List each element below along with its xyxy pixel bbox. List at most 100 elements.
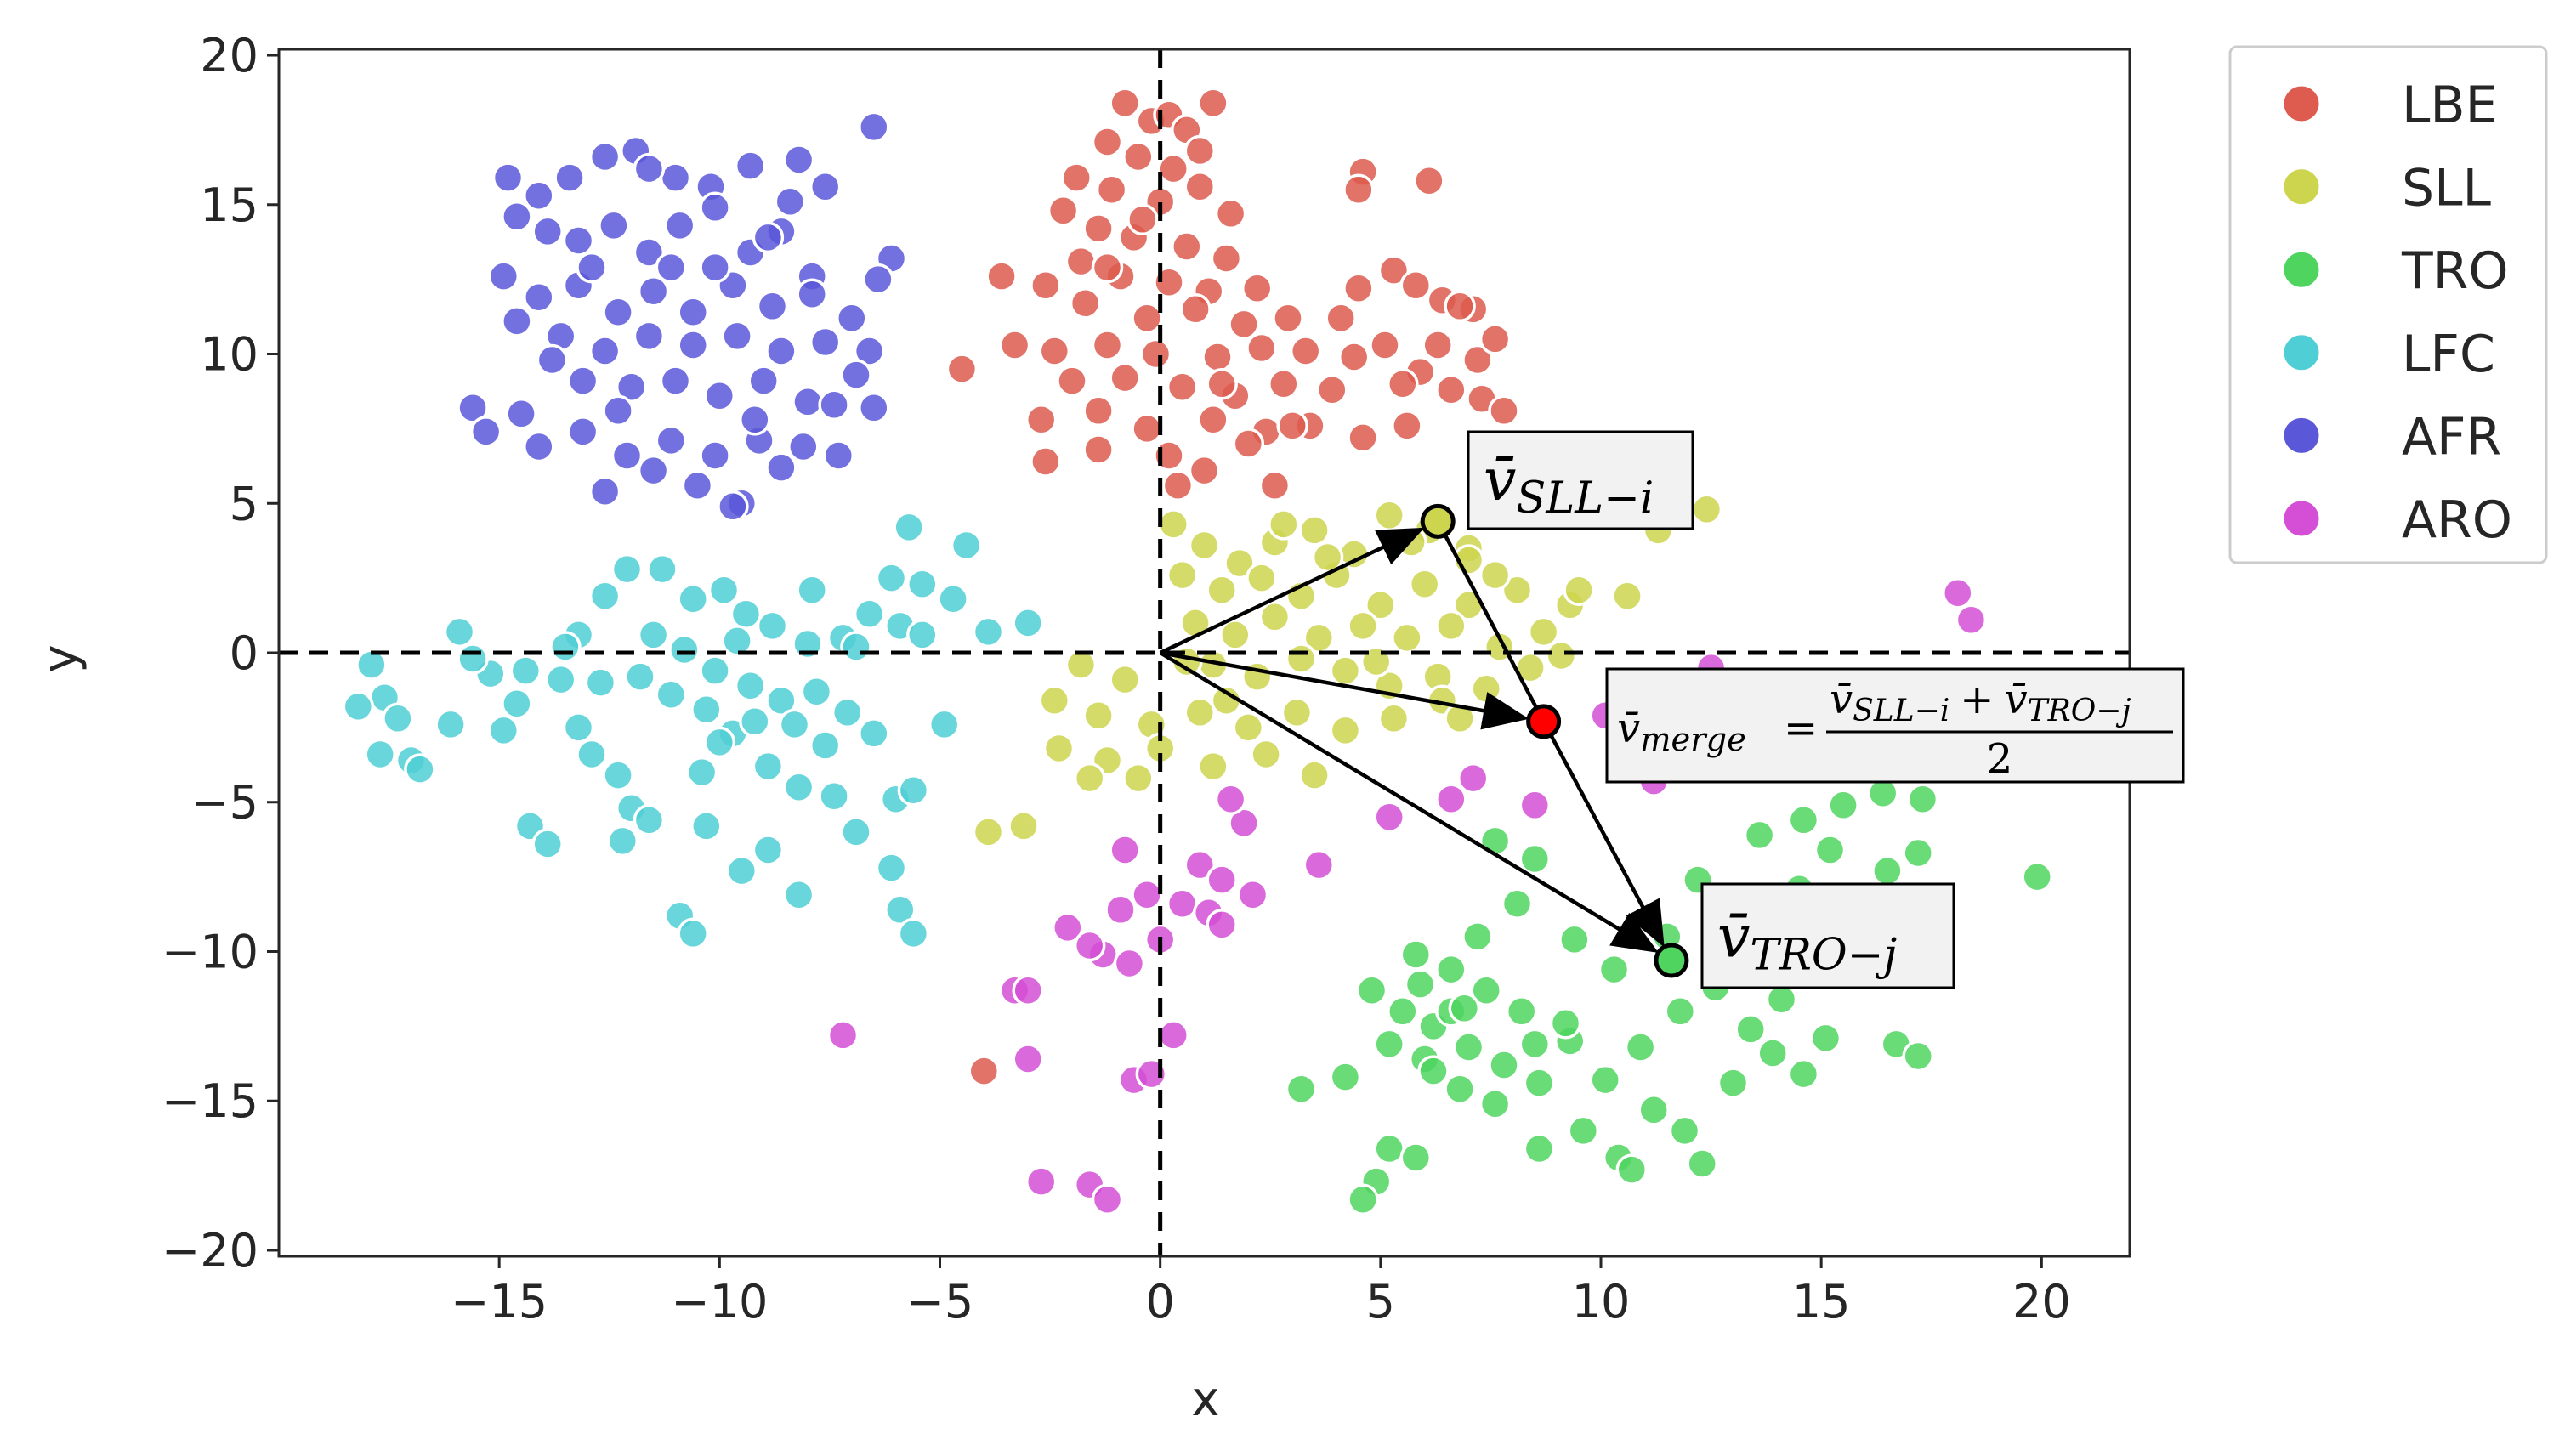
data-point	[1232, 428, 1265, 460]
data-point	[1109, 87, 1141, 120]
data-point	[1206, 864, 1238, 896]
data-point	[1373, 801, 1405, 834]
legend-label: AFR	[2402, 407, 2501, 467]
data-point	[1024, 1165, 1058, 1198]
data-point	[655, 678, 688, 711]
x-tick-label: −15	[451, 1275, 548, 1329]
data-point	[1219, 619, 1251, 651]
data-point	[1615, 1153, 1649, 1186]
data-point	[1518, 842, 1552, 875]
data-point	[747, 365, 780, 397]
data-point	[1399, 269, 1433, 302]
data-point	[2021, 860, 2053, 893]
data-point	[734, 150, 767, 182]
data-point	[1906, 783, 1939, 815]
data-point	[1030, 269, 1062, 302]
data-point	[1809, 1022, 1842, 1055]
data-point	[809, 729, 842, 762]
data-point	[782, 144, 815, 176]
data-point	[434, 708, 467, 741]
legend-label: LFC	[2402, 325, 2495, 384]
data-point	[1091, 126, 1124, 158]
data-point	[972, 615, 1005, 649]
data-point	[1387, 367, 1419, 400]
data-point	[1408, 568, 1441, 600]
data-point	[707, 574, 741, 606]
data-point	[1597, 953, 1631, 986]
data-point	[1197, 750, 1229, 783]
data-point	[523, 430, 555, 463]
data-point	[739, 705, 771, 738]
data-point	[717, 490, 749, 523]
data-point	[1743, 819, 1776, 852]
data-point	[1342, 173, 1375, 206]
data-point	[1280, 696, 1314, 729]
data-point	[624, 660, 656, 693]
data-point	[690, 694, 723, 726]
data-point	[1052, 911, 1084, 944]
legend-marker	[2281, 249, 2322, 290]
legend: LBE SLL TRO LFC AFR ARO	[2228, 45, 2548, 564]
data-point	[699, 251, 731, 284]
x-tick-label: −10	[671, 1275, 768, 1329]
series-afr	[457, 110, 908, 523]
legend-marker	[2281, 498, 2322, 539]
data-point	[950, 529, 983, 562]
data-point	[1422, 329, 1454, 361]
data-point	[1589, 1063, 1621, 1096]
data-point	[602, 759, 634, 791]
data-point	[690, 810, 723, 842]
data-point	[853, 335, 886, 367]
data-point	[1166, 371, 1199, 403]
data-point	[1042, 732, 1075, 765]
data-point	[523, 179, 555, 212]
data-point	[1664, 995, 1697, 1028]
data-point	[875, 562, 908, 594]
data-point	[721, 625, 753, 657]
data-point	[1183, 170, 1217, 203]
legend-marker	[2281, 167, 2322, 207]
data-point	[610, 439, 644, 472]
data-point	[1236, 878, 1269, 911]
data-point	[853, 598, 886, 631]
y-tick-label: 10	[200, 328, 258, 382]
data-point	[1461, 921, 1494, 953]
v-merge-formula: v̄merge =v̄SLL−i + v̄TRO−j2	[1605, 667, 2185, 784]
data-point	[1030, 445, 1062, 478]
data-point	[787, 430, 820, 463]
data-point	[566, 416, 599, 448]
data-point	[1258, 601, 1291, 633]
data-point	[1444, 290, 1476, 323]
data-point	[1391, 621, 1423, 654]
data-point	[663, 209, 696, 242]
data-point	[765, 684, 797, 717]
data-point	[364, 738, 396, 771]
data-point	[1157, 508, 1189, 541]
v-merge-plus: +	[1960, 676, 1994, 723]
data-point	[1082, 212, 1115, 245]
data-point	[1250, 738, 1282, 771]
y-tick-label: 0	[230, 626, 258, 680]
data-point	[1478, 323, 1512, 355]
v-merge-equals: =	[1784, 705, 1818, 752]
data-point	[734, 669, 767, 702]
data-point	[562, 224, 595, 257]
data-point	[584, 666, 617, 699]
data-point	[1435, 373, 1467, 406]
arrow-merge-to-tro	[1541, 720, 1665, 948]
data-point	[1501, 887, 1534, 920]
data-point	[1942, 576, 1974, 609]
y-tick-label: −5	[190, 776, 258, 830]
data-point	[752, 221, 785, 254]
data-point	[1131, 412, 1163, 445]
data-point	[1717, 1067, 1750, 1099]
data-point	[602, 296, 634, 329]
plot-area	[277, 48, 2131, 1258]
data-point	[937, 582, 969, 615]
data-point	[1073, 929, 1106, 962]
data-point	[1827, 789, 1859, 822]
data-point	[1337, 341, 1370, 373]
data-point	[342, 690, 375, 723]
legend-label: TRO	[2401, 241, 2509, 301]
v-sll-point	[1420, 503, 1456, 539]
